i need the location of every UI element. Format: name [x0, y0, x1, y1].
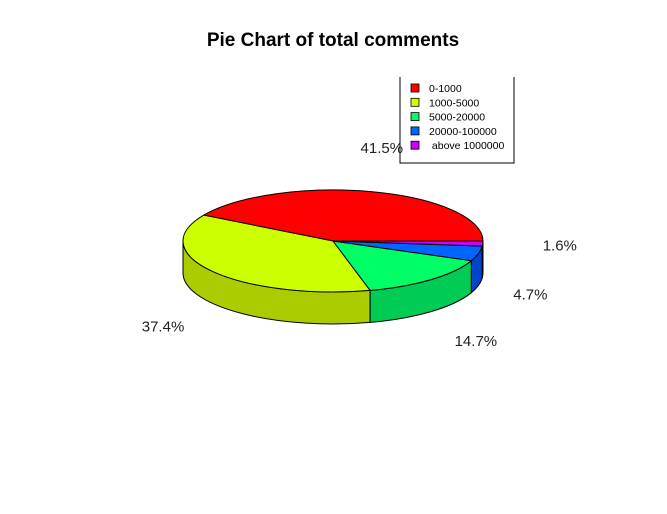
legend-label-0-1000: 0-1000 [429, 83, 462, 95]
legend-swatch-0-1000 [410, 83, 420, 93]
pie-label-20000-100000: 4.7% [513, 286, 547, 303]
legend: 0-1000 1000-5000 5000-20000 20000-100000 ab… [399, 77, 515, 164]
chart-title: Pie Chart of total comments [207, 30, 459, 51]
pie-label-1000-5000: 37.4% [142, 319, 185, 336]
pie-value-labels: 41.5% 37.4% 14.7% 4.7% 1.6% [142, 140, 577, 350]
pie-slice-5000-20000 [331, 240, 473, 291]
legend-swatch-above-1000000 [410, 140, 420, 150]
pie-slice-above-1000000 [332, 240, 484, 247]
legend-box [399, 77, 515, 164]
legend-label-5000-20000: 5000-20000 [429, 112, 485, 124]
pie-label-above-1000000: 1.6% [543, 238, 577, 255]
pie-slice-0-1000 [202, 189, 484, 242]
pie-slices [182, 189, 484, 293]
legend-label-above-1000000: above 1000000 [429, 140, 504, 152]
pie-label-5000-20000: 14.7% [455, 333, 498, 350]
pie-label-0-1000: 41.5% [361, 140, 404, 157]
legend-label-20000-100000: 20000-100000 [429, 126, 497, 138]
legend-swatch-20000-100000 [410, 126, 420, 136]
legend-swatch-5000-20000 [410, 112, 420, 121]
pie-slice-1000-5000 [182, 214, 372, 293]
legend-swatch-1000-5000 [410, 97, 420, 107]
legend-label-1000-5000: 1000-5000 [429, 97, 479, 109]
